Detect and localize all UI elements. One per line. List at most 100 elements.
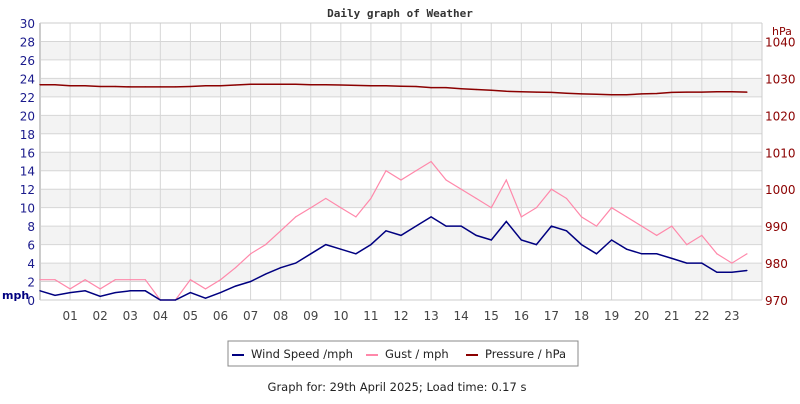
data-point xyxy=(129,279,131,281)
data-point xyxy=(520,91,522,93)
data-point xyxy=(325,197,327,200)
data-point xyxy=(99,85,101,88)
data-point xyxy=(565,92,568,94)
data-point xyxy=(656,92,658,95)
y-left-tick-label: 30 xyxy=(20,17,35,31)
x-tick-label: 08 xyxy=(273,309,288,323)
data-point xyxy=(671,91,673,94)
data-point xyxy=(295,83,297,85)
chart-title: Daily graph of Weather xyxy=(327,7,473,20)
data-point xyxy=(280,267,282,269)
x-tick-label: 22 xyxy=(694,309,709,323)
data-point xyxy=(39,290,41,292)
x-tick-label: 01 xyxy=(62,309,77,323)
y-left-tick-label: 4 xyxy=(27,257,35,271)
data-point xyxy=(400,85,402,87)
data-point xyxy=(686,244,688,246)
data-point xyxy=(355,253,357,255)
data-point xyxy=(626,216,628,218)
data-point xyxy=(219,279,222,281)
data-point xyxy=(355,216,357,218)
data-point xyxy=(84,85,86,87)
data-point xyxy=(565,230,568,232)
x-tick-label: 19 xyxy=(604,309,619,323)
data-point xyxy=(460,188,462,190)
data-point xyxy=(189,292,192,294)
y-left-tick-label: 24 xyxy=(20,72,35,86)
x-tick-label: 21 xyxy=(664,309,679,323)
data-point xyxy=(415,170,417,172)
data-point xyxy=(580,244,583,246)
data-point xyxy=(610,239,613,241)
data-point xyxy=(610,94,613,96)
x-tick-label: 12 xyxy=(393,309,408,323)
data-point xyxy=(701,91,703,93)
data-point xyxy=(731,262,733,264)
data-point xyxy=(325,244,327,246)
data-point xyxy=(475,234,477,236)
data-point xyxy=(701,262,703,264)
data-point xyxy=(490,239,492,241)
data-point xyxy=(129,86,131,88)
data-point xyxy=(626,94,628,96)
data-point xyxy=(716,271,718,273)
series-line-2 xyxy=(40,83,748,96)
data-point xyxy=(385,85,387,87)
data-point xyxy=(204,297,207,299)
data-point xyxy=(249,83,252,85)
data-point xyxy=(731,91,733,93)
data-point xyxy=(69,292,71,294)
data-point xyxy=(626,248,628,250)
data-point xyxy=(310,84,312,86)
data-point xyxy=(340,84,342,86)
data-point xyxy=(340,207,342,209)
data-point xyxy=(520,239,522,241)
data-point xyxy=(460,225,462,227)
data-point xyxy=(340,248,342,250)
data-point xyxy=(490,89,492,91)
data-point xyxy=(550,225,553,227)
data-point xyxy=(385,230,387,232)
data-point xyxy=(415,85,417,88)
data-point xyxy=(99,295,101,297)
data-point xyxy=(535,207,537,209)
data-point xyxy=(430,216,432,218)
data-point xyxy=(310,253,312,255)
data-point xyxy=(114,85,116,88)
legend-label: Wind Speed /mph xyxy=(251,347,353,361)
y-right-tick-label: 1020 xyxy=(765,109,796,123)
data-point xyxy=(445,225,447,227)
data-point xyxy=(219,85,222,87)
data-point xyxy=(54,294,56,296)
data-point xyxy=(189,85,192,88)
legend-label: Pressure / hPa xyxy=(485,347,566,361)
data-point xyxy=(445,87,447,89)
y-right-tick-label: 1040 xyxy=(765,35,796,49)
data-point xyxy=(144,279,146,281)
data-point xyxy=(39,279,41,281)
data-point xyxy=(189,279,192,281)
data-point xyxy=(234,84,237,86)
data-point xyxy=(430,160,432,163)
y-left-tick-label: 8 xyxy=(27,220,35,234)
data-point xyxy=(595,225,598,227)
data-point xyxy=(535,91,537,93)
data-point xyxy=(280,83,282,85)
y-left-tick-label: 14 xyxy=(20,165,35,179)
data-point xyxy=(295,262,297,264)
data-point xyxy=(204,288,207,290)
data-point xyxy=(144,86,146,88)
data-point xyxy=(174,299,176,301)
x-tick-label: 05 xyxy=(183,309,198,323)
data-point xyxy=(595,93,598,95)
x-tick-label: 07 xyxy=(243,309,258,323)
data-point xyxy=(69,85,71,87)
data-point xyxy=(219,292,222,294)
x-tick-label: 03 xyxy=(123,309,138,323)
right-axis-label: hPa xyxy=(772,25,792,38)
data-point xyxy=(325,84,327,86)
x-tick-label: 16 xyxy=(514,309,529,323)
data-point xyxy=(716,91,718,93)
data-point xyxy=(520,216,522,218)
